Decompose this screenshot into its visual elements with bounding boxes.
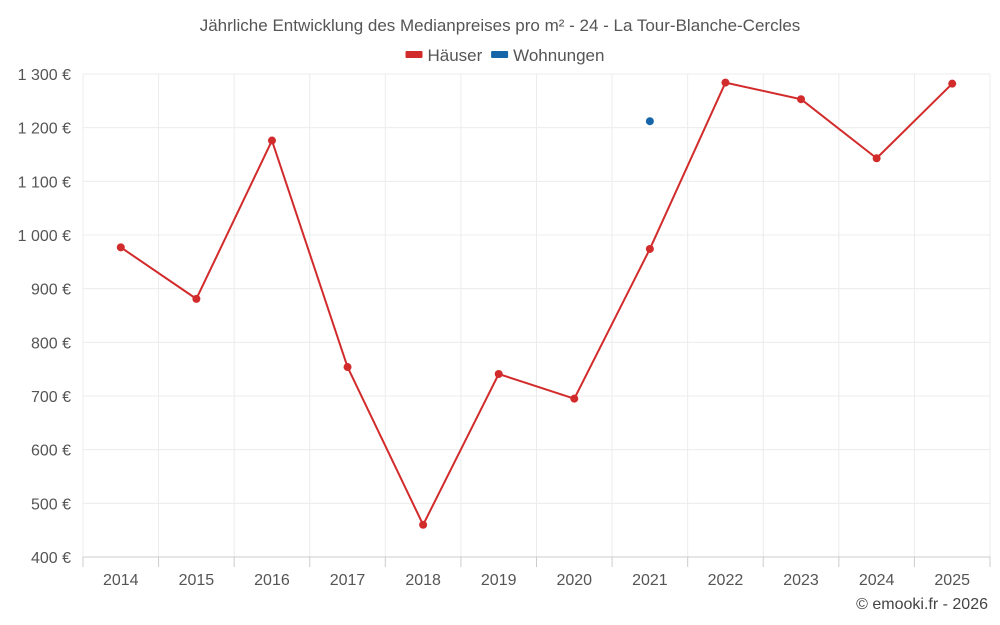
- y-tick-label: 500 €: [31, 496, 71, 513]
- x-tick-label: 2020: [556, 572, 592, 589]
- y-tick-label: 1 300 €: [18, 67, 71, 84]
- legend-swatch-1: [491, 51, 509, 58]
- y-tick-label: 900 €: [31, 282, 71, 299]
- x-tick-label: 2022: [708, 572, 744, 589]
- y-tick-label: 1 100 €: [18, 174, 71, 191]
- data-point: [948, 79, 957, 88]
- y-tick-label: 1 200 €: [18, 121, 71, 138]
- data-point: [645, 117, 654, 126]
- data-point: [645, 244, 654, 253]
- data-point: [192, 294, 201, 303]
- x-tick-label: 2016: [254, 572, 290, 589]
- x-tick-label: 2015: [179, 572, 215, 589]
- data-point: [872, 154, 881, 163]
- data-point: [343, 363, 352, 372]
- series-layer: [116, 78, 957, 529]
- x-tick-label: 2018: [405, 572, 441, 589]
- x-tick-label: 2017: [330, 572, 366, 589]
- data-point: [721, 78, 730, 87]
- credit-text: © emooki.fr - 2026: [856, 596, 988, 613]
- x-axis-ticks: 2014 2015 2016 2017 2018 2019 2020 2021 2022 2023…: [103, 572, 970, 589]
- y-tick-label: 600 €: [31, 443, 71, 460]
- legend-swatch-0: [405, 51, 423, 58]
- axes: [82, 556, 991, 567]
- legend-label-1: Wohnungen: [513, 46, 604, 65]
- x-tick-label: 2019: [481, 572, 517, 589]
- x-tick-label: 2023: [783, 572, 819, 589]
- y-tick-label: 1 000 €: [18, 228, 71, 245]
- x-tick-label: 2025: [934, 572, 970, 589]
- x-tick-label: 2021: [632, 572, 668, 589]
- data-point: [570, 394, 579, 403]
- y-tick-label: 700 €: [31, 389, 71, 406]
- data-point: [494, 369, 503, 378]
- series-line-0: [120, 81, 953, 526]
- legend-label-0: Häuser: [428, 46, 483, 65]
- y-tick-label: 800 €: [31, 335, 71, 352]
- data-point: [116, 243, 125, 252]
- data-point: [419, 520, 428, 529]
- x-tick-label: 2014: [103, 572, 139, 589]
- y-tick-label: 400 €: [31, 550, 71, 567]
- chart-title: Jährliche Entwicklung des Medianpreises …: [200, 16, 801, 35]
- grid-lines: [82, 73, 991, 557]
- legend: Häuser Wohnungen: [405, 46, 604, 65]
- y-axis-ticks: 400 € 500 € 600 € 700 € 800 € 900 € 1 000 € 1 1…: [18, 67, 71, 567]
- x-tick-label: 2024: [859, 572, 895, 589]
- data-point: [797, 95, 806, 104]
- data-point: [267, 136, 276, 145]
